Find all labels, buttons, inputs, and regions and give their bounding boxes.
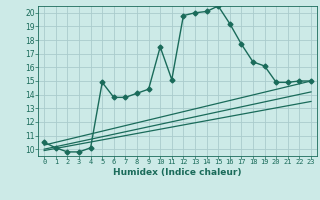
X-axis label: Humidex (Indice chaleur): Humidex (Indice chaleur)	[113, 168, 242, 177]
